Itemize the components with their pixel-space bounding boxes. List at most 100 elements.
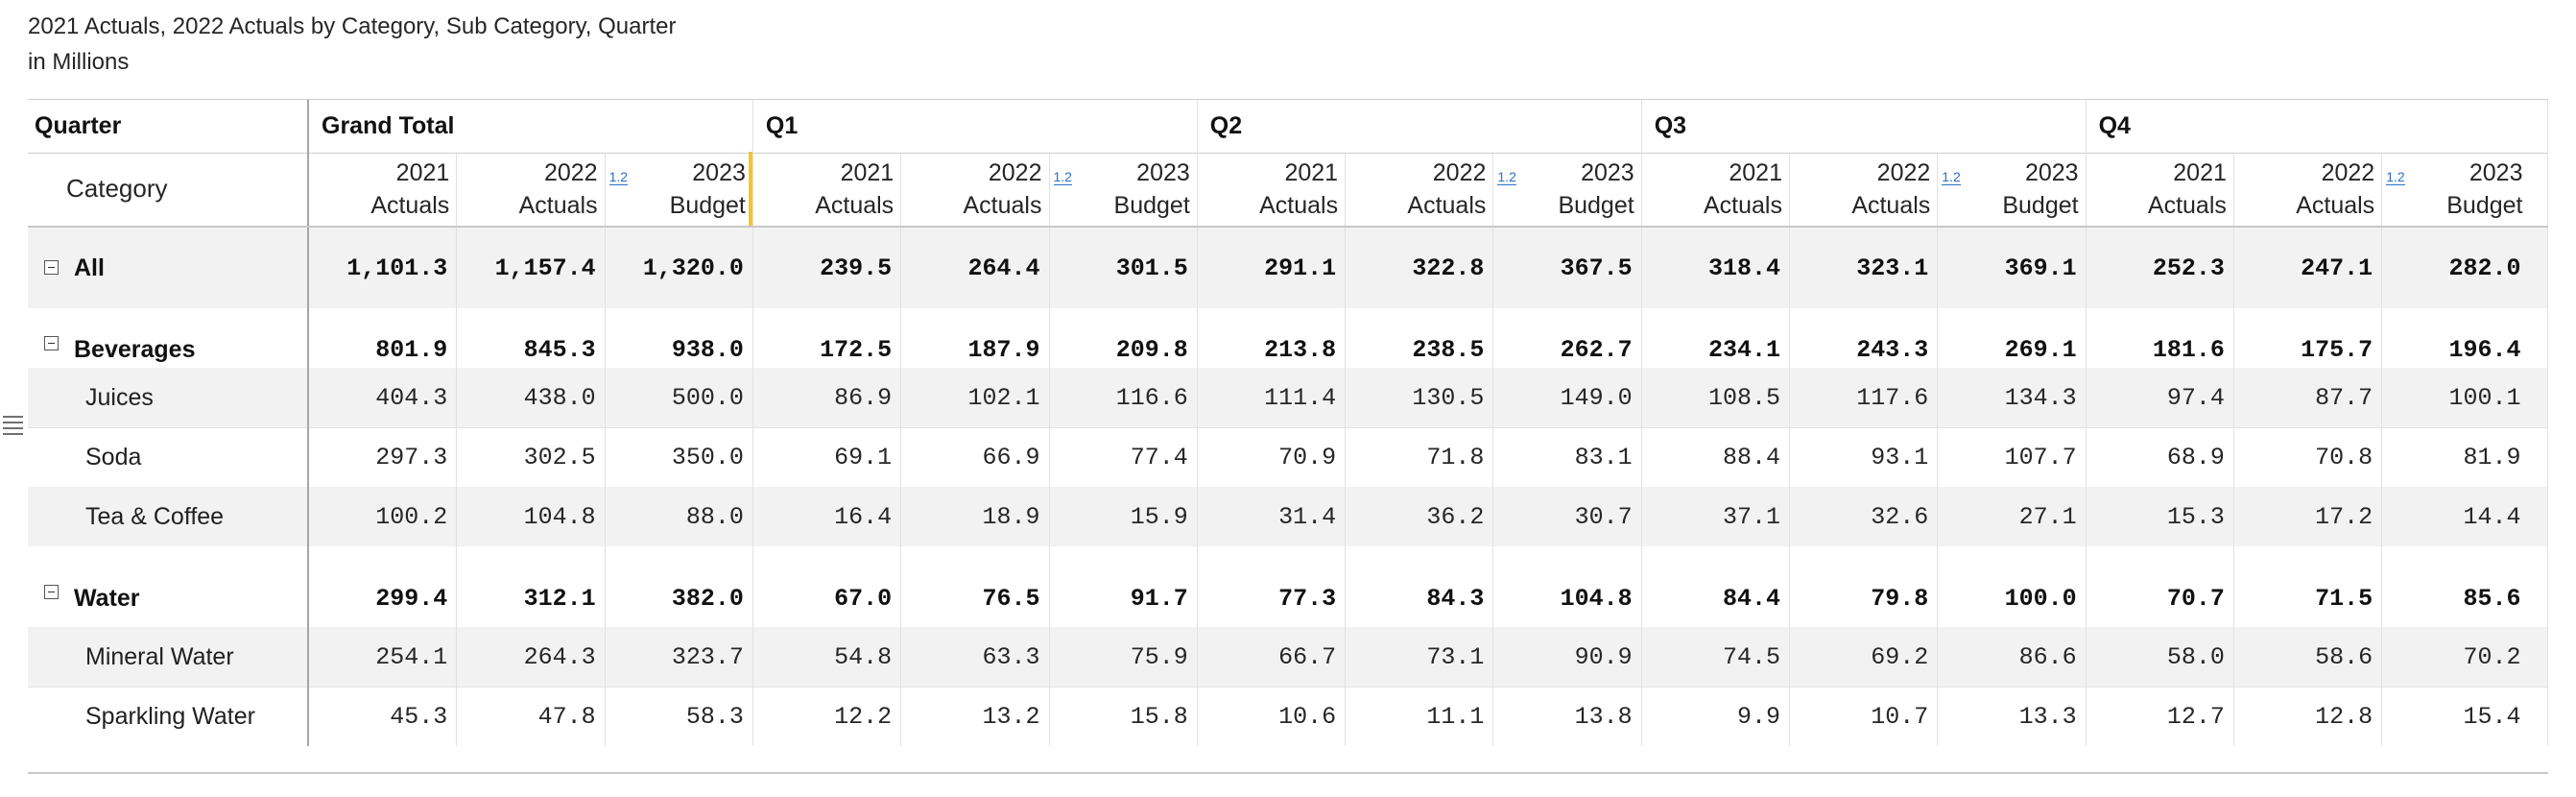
value-cell[interactable]: 149.0 xyxy=(1560,383,1633,412)
value-cell[interactable]: 234.1 xyxy=(1707,335,1780,364)
value-cell[interactable]: 102.1 xyxy=(967,383,1040,412)
value-cell[interactable]: 13.3 xyxy=(2018,702,2077,731)
value-cell[interactable]: 90.9 xyxy=(1574,642,1633,671)
value-cell[interactable]: 297.3 xyxy=(375,443,448,471)
measure-header[interactable]: 2022 Actuals xyxy=(1345,152,1492,226)
value-cell[interactable]: 67.0 xyxy=(834,584,893,613)
measure-header[interactable]: 2023 Budget xyxy=(2381,152,2529,226)
value-cell[interactable]: 45.3 xyxy=(390,702,448,731)
measure-header[interactable]: 2023 Budget xyxy=(605,152,752,226)
value-cell[interactable]: 116.6 xyxy=(1115,383,1188,412)
measure-header[interactable]: 2023 Budget xyxy=(1049,152,1197,226)
value-cell[interactable]: 322.8 xyxy=(1412,254,1485,282)
value-cell[interactable]: 69.2 xyxy=(1871,642,1929,671)
value-cell[interactable]: 323.7 xyxy=(671,642,744,671)
value-cell[interactable]: 269.1 xyxy=(2004,335,2077,364)
value-cell[interactable]: 130.5 xyxy=(1412,383,1485,412)
value-cell[interactable]: 10.6 xyxy=(1278,702,1337,731)
value-cell[interactable]: 282.0 xyxy=(2448,254,2521,282)
value-cell[interactable]: 71.8 xyxy=(1426,443,1485,471)
value-cell[interactable]: 15.9 xyxy=(1130,502,1188,531)
value-cell[interactable]: 209.8 xyxy=(1115,335,1188,364)
value-cell[interactable]: 31.4 xyxy=(1278,502,1337,531)
value-cell[interactable]: 88.4 xyxy=(1722,443,1780,471)
value-cell[interactable]: 85.6 xyxy=(2463,584,2521,613)
value-cell[interactable]: 37.1 xyxy=(1722,502,1780,531)
value-cell[interactable]: 323.1 xyxy=(1856,254,1929,282)
value-cell[interactable]: 86.6 xyxy=(2018,642,2077,671)
value-cell[interactable]: 12.8 xyxy=(2315,702,2373,731)
value-cell[interactable]: 17.2 xyxy=(2315,502,2373,531)
value-cell[interactable]: 66.7 xyxy=(1278,642,1337,671)
table-row[interactable]: Sparkling Water 45.3 47.8 58.3 12.2 13.2 15.8 1… xyxy=(28,687,2548,746)
value-cell[interactable]: 75.9 xyxy=(1130,642,1188,671)
value-cell[interactable]: 12.7 xyxy=(2166,702,2225,731)
value-cell[interactable]: 13.8 xyxy=(1574,702,1633,731)
value-cell[interactable]: 108.5 xyxy=(1707,383,1780,412)
group-header[interactable]: Q1 xyxy=(765,112,799,139)
measure-header[interactable]: 2022 Actuals xyxy=(900,152,1048,226)
value-cell[interactable]: 84.4 xyxy=(1722,584,1780,613)
measure-header[interactable]: 2023 Budget xyxy=(1937,152,2085,226)
variance-icon[interactable]: 1.2 xyxy=(608,169,629,185)
table-row[interactable]: Mineral Water 254.1 264.3 323.7 54.8 63.3 75.9… xyxy=(28,627,2548,688)
variance-icon[interactable]: 1.2 xyxy=(1053,169,1072,185)
value-cell[interactable]: 264.3 xyxy=(523,642,596,671)
value-cell[interactable]: 63.3 xyxy=(982,642,1040,671)
value-cell[interactable]: 262.7 xyxy=(1560,335,1633,364)
value-cell[interactable]: 367.5 xyxy=(1560,254,1633,282)
collapse-icon[interactable] xyxy=(44,336,59,350)
table-row[interactable]: All 1,101.3 1,157.4 1,320.0 239.5 264.4 301.5 2… xyxy=(28,228,2548,308)
group-header[interactable]: Q3 xyxy=(1654,112,1687,139)
value-cell[interactable]: 264.4 xyxy=(967,254,1040,282)
value-cell[interactable]: 301.5 xyxy=(1115,254,1188,282)
value-cell[interactable]: 302.5 xyxy=(523,443,596,471)
value-cell[interactable]: 111.4 xyxy=(1264,383,1337,412)
table-row[interactable]: Juices 404.3 438.0 500.0 86.9 102.1 116.6 111.4… xyxy=(28,368,2548,428)
value-cell[interactable]: 350.0 xyxy=(671,443,744,471)
value-cell[interactable]: 196.4 xyxy=(2448,335,2521,364)
measure-header[interactable]: 2023 Budget xyxy=(1492,152,1640,226)
value-cell[interactable]: 81.9 xyxy=(2463,443,2521,471)
value-cell[interactable]: 77.3 xyxy=(1278,584,1337,613)
value-cell[interactable]: 247.1 xyxy=(2301,254,2373,282)
value-cell[interactable]: 299.4 xyxy=(375,584,448,613)
table-row[interactable]: Beverages 801.9 845.3 938.0 172.5 187.9 209.8 2… xyxy=(28,308,2548,368)
group-header[interactable]: Grand Total xyxy=(322,112,455,139)
measure-header[interactable]: 2022 Actuals xyxy=(456,152,604,226)
value-cell[interactable]: 70.8 xyxy=(2315,443,2373,471)
value-cell[interactable]: 36.2 xyxy=(1426,502,1485,531)
value-cell[interactable]: 312.1 xyxy=(523,584,596,613)
value-cell[interactable]: 83.1 xyxy=(1574,443,1633,471)
value-cell[interactable]: 68.9 xyxy=(2166,443,2225,471)
value-cell[interactable]: 91.7 xyxy=(1130,584,1188,613)
value-cell[interactable]: 254.1 xyxy=(375,642,448,671)
value-cell[interactable]: 100.1 xyxy=(2448,383,2521,412)
measure-header[interactable]: 2021 Actuals xyxy=(2086,152,2233,226)
value-cell[interactable]: 382.0 xyxy=(671,584,744,613)
value-cell[interactable]: 47.8 xyxy=(537,702,596,731)
value-cell[interactable]: 318.4 xyxy=(1707,254,1780,282)
value-cell[interactable]: 10.7 xyxy=(1871,702,1929,731)
value-cell[interactable]: 58.0 xyxy=(2166,642,2225,671)
value-cell[interactable]: 1,320.0 xyxy=(642,254,744,282)
value-cell[interactable]: 16.4 xyxy=(834,502,893,531)
value-cell[interactable]: 104.8 xyxy=(1560,584,1633,613)
value-cell[interactable]: 13.2 xyxy=(982,702,1040,731)
value-cell[interactable]: 86.9 xyxy=(834,383,893,412)
value-cell[interactable]: 243.3 xyxy=(1856,335,1929,364)
value-cell[interactable]: 87.7 xyxy=(2315,383,2373,412)
value-cell[interactable]: 70.7 xyxy=(2166,584,2225,613)
table-row[interactable]: Soda 297.3 302.5 350.0 69.1 66.9 77.4 70.9 71.8 8… xyxy=(28,427,2548,488)
variance-icon[interactable]: 1.2 xyxy=(1497,169,1516,185)
value-cell[interactable]: 239.5 xyxy=(820,254,893,282)
value-cell[interactable]: 175.7 xyxy=(2301,335,2373,364)
value-cell[interactable]: 76.5 xyxy=(982,584,1040,613)
value-cell[interactable]: 77.4 xyxy=(1130,443,1188,471)
value-cell[interactable]: 938.0 xyxy=(671,335,744,364)
group-header[interactable]: Q2 xyxy=(1209,112,1243,139)
value-cell[interactable]: 104.8 xyxy=(523,502,596,531)
value-cell[interactable]: 181.6 xyxy=(2152,335,2225,364)
value-cell[interactable]: 71.5 xyxy=(2315,584,2373,613)
value-cell[interactable]: 73.1 xyxy=(1426,642,1485,671)
